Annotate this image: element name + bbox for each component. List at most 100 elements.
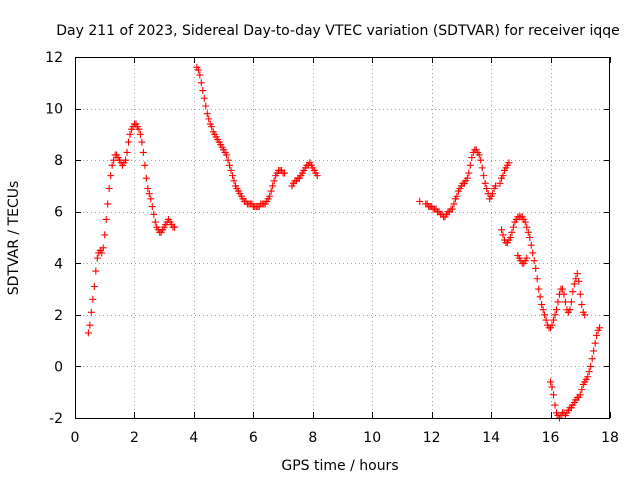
- y-tick-label: -2: [49, 411, 63, 427]
- data-point: [145, 190, 153, 198]
- x-tick-label: 16: [542, 430, 560, 446]
- data-point: [89, 295, 97, 303]
- data-point: [208, 123, 216, 131]
- data-point: [144, 185, 152, 193]
- x-tick-label: 0: [71, 430, 80, 446]
- y-axis-label: SDTVAR / TECUs: [6, 181, 22, 296]
- data-point: [150, 210, 158, 218]
- data-point: [539, 306, 547, 314]
- data-point: [532, 264, 540, 272]
- x-tick-label: 12: [423, 430, 441, 446]
- data-point: [110, 156, 118, 164]
- data-point: [105, 185, 113, 193]
- data-point: [578, 386, 586, 394]
- data-point: [536, 293, 544, 301]
- data-point: [550, 391, 558, 399]
- data-point: [107, 172, 115, 180]
- data-point: [416, 197, 424, 205]
- x-tick-label: 4: [189, 430, 198, 446]
- data-point: [538, 301, 546, 309]
- data-point: [99, 244, 107, 252]
- data-point: [590, 347, 598, 355]
- data-point: [591, 339, 599, 347]
- data-point: [90, 282, 98, 290]
- data-point: [587, 362, 595, 370]
- data-point: [84, 329, 92, 337]
- gridlines: [75, 57, 610, 418]
- data-point: [481, 179, 489, 187]
- data-point: [269, 182, 277, 190]
- data-point: [567, 298, 575, 306]
- data-point: [558, 285, 566, 293]
- data-point: [548, 383, 556, 391]
- data-point: [573, 270, 581, 278]
- x-tick-label: 18: [601, 430, 619, 446]
- data-point: [475, 151, 483, 159]
- series-group: [84, 120, 179, 337]
- data-point: [533, 275, 541, 283]
- data-point: [122, 156, 130, 164]
- x-tick-label: 6: [249, 430, 258, 446]
- data-point: [98, 249, 106, 257]
- data-point: [281, 169, 289, 177]
- data-point: [200, 94, 208, 102]
- data-point: [508, 228, 516, 236]
- data-point: [135, 125, 143, 133]
- x-tick-label: 14: [482, 430, 500, 446]
- data-point: [542, 316, 550, 324]
- data-point: [267, 187, 275, 195]
- chart-title: Day 211 of 2023, Sidereal Day-to-day VTE…: [56, 23, 620, 39]
- data-point: [478, 164, 486, 172]
- data-point: [199, 87, 207, 95]
- data-point: [453, 192, 461, 200]
- data-point: [151, 218, 159, 226]
- data-point: [196, 71, 204, 79]
- data-points: [84, 63, 604, 422]
- plot-area-frame: [75, 57, 610, 419]
- data-point: [596, 324, 604, 332]
- series-group: [416, 146, 500, 221]
- data-point: [227, 166, 235, 174]
- data-point: [523, 254, 531, 262]
- data-point: [102, 215, 110, 223]
- data-point: [101, 231, 109, 239]
- data-point: [499, 231, 507, 239]
- data-point: [593, 331, 601, 339]
- data-point: [527, 241, 535, 249]
- data-point: [468, 154, 476, 162]
- data-point: [104, 200, 112, 208]
- data-point: [496, 179, 504, 187]
- data-point: [205, 115, 213, 123]
- data-point: [87, 308, 95, 316]
- data-point: [230, 177, 238, 185]
- data-point: [202, 102, 210, 110]
- data-point: [585, 368, 593, 376]
- data-point: [569, 288, 577, 296]
- data-point: [588, 355, 596, 363]
- data-point: [575, 277, 583, 285]
- data-point: [465, 169, 473, 177]
- data-point: [541, 311, 549, 319]
- data-point: [553, 306, 560, 314]
- data-point: [581, 311, 589, 319]
- data-point: [266, 192, 274, 200]
- data-point: [576, 391, 584, 399]
- x-tick-label: 2: [130, 430, 139, 446]
- data-point: [148, 203, 156, 211]
- data-point: [509, 223, 517, 231]
- data-point: [529, 249, 537, 257]
- data-point: [524, 228, 532, 236]
- data-point: [463, 174, 471, 182]
- data-point: [530, 257, 538, 265]
- data-point: [125, 138, 132, 146]
- series-group: [193, 63, 289, 211]
- data-point: [561, 298, 569, 306]
- data-point: [578, 301, 586, 309]
- data-point: [560, 290, 568, 298]
- data-point: [226, 161, 234, 169]
- data-point: [480, 172, 488, 180]
- series-group: [498, 213, 589, 332]
- data-point: [551, 401, 559, 409]
- data-point: [492, 182, 500, 190]
- data-point: [551, 311, 559, 319]
